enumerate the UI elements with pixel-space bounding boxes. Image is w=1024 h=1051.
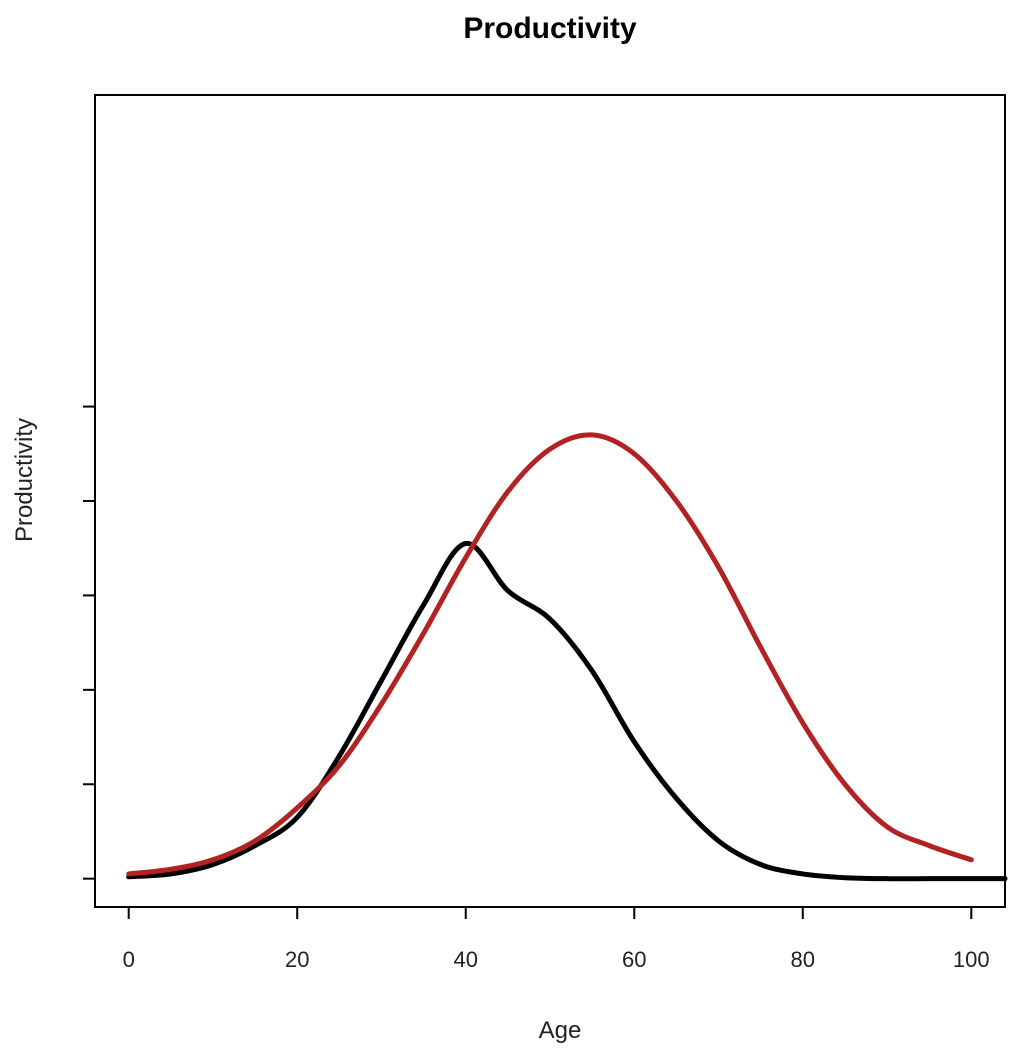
x-tick-label: 0 <box>123 947 135 972</box>
y-axis <box>83 405 95 880</box>
series-line-black <box>126 540 1008 882</box>
x-axis-label: Age <box>539 1017 582 1044</box>
y-axis-label: Productivity <box>11 418 38 542</box>
series-line-red <box>126 432 974 877</box>
x-tick-label: 40 <box>453 947 477 972</box>
x-axis: 0 20 40 60 80 100 <box>123 907 990 972</box>
x-tick-label: 60 <box>622 947 646 972</box>
x-tick-label: 80 <box>791 947 815 972</box>
series-layer <box>126 432 1008 882</box>
x-tick-label: 100 <box>953 947 990 972</box>
x-tick-label: 20 <box>285 947 309 972</box>
chart-title: Productivity <box>463 12 637 45</box>
plot-frame <box>94 94 1006 908</box>
